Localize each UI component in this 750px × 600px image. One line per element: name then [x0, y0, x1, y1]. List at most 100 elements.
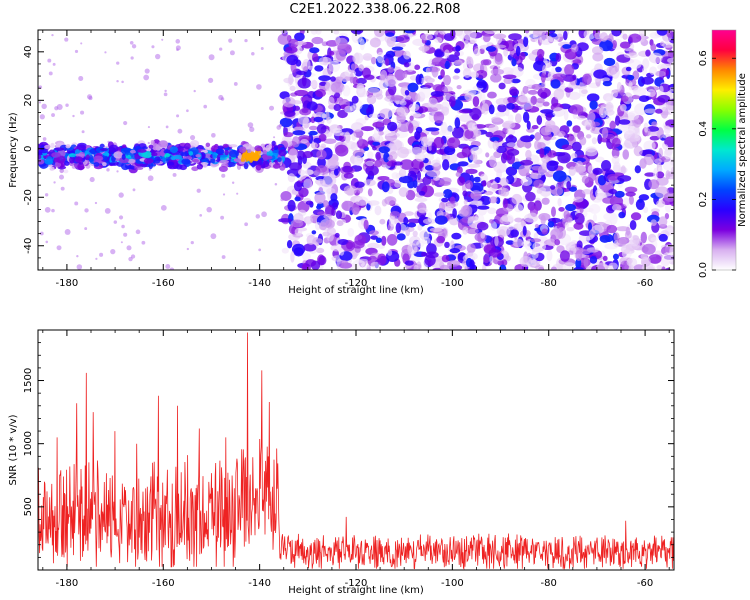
- spectrogram-cell: [229, 50, 235, 56]
- spectrogram-cell: [45, 240, 49, 244]
- spectrogram-cell: [72, 114, 75, 118]
- spectrogram-cell: [408, 103, 420, 112]
- spectrogram-cell: [273, 145, 279, 151]
- spectrogram-cell: [531, 165, 543, 171]
- spectrogram-cell: [286, 54, 299, 66]
- spectrogram-cell: [342, 85, 351, 97]
- spectrogram-cell: [129, 149, 137, 154]
- spectrogram-cell: [186, 247, 190, 251]
- spectrogram-cell: [566, 227, 575, 232]
- spectrogram-cell: [455, 171, 461, 177]
- spectrogram-cell: [403, 211, 414, 216]
- spectrogram-cell: [534, 223, 539, 229]
- spectrogram-cell: [586, 93, 600, 102]
- spectrogram-cell: [436, 235, 446, 244]
- spectrogram-cell: [403, 50, 411, 60]
- spectrogram-cell: [661, 252, 673, 265]
- spectrogram-cell: [373, 128, 380, 138]
- spectrogram-cell: [247, 148, 252, 154]
- spectrogram-cell: [619, 104, 627, 112]
- spectrogram-cell: [80, 42, 83, 45]
- spectrogram-cell: [378, 80, 389, 90]
- spectrogram-cell: [104, 51, 107, 54]
- spectrogram-cell: [147, 141, 150, 145]
- spectrogram-cell: [281, 247, 289, 254]
- spectrogram-cell: [127, 159, 136, 164]
- spectrogram-cell: [566, 180, 572, 190]
- spectrogram-cell: [356, 82, 365, 94]
- spectrogram-cell: [403, 30, 416, 34]
- spectrogram-cell: [656, 30, 668, 36]
- spectrogram-cell: [310, 142, 319, 149]
- spectrogram-cell: [473, 176, 482, 183]
- spectrogram-cell: [432, 84, 445, 92]
- spectrogram-cell: [329, 50, 335, 56]
- spectrogram-cell: [54, 161, 62, 168]
- spectrogram-cell: [254, 145, 262, 152]
- spectrogram-cell: [522, 85, 529, 94]
- spectrogram-cell: [414, 197, 428, 203]
- spectrogram-cell: [56, 155, 66, 164]
- spectrogram-cell: [489, 196, 498, 204]
- spectrogram-cell: [551, 263, 564, 270]
- spectrogram-cell: [625, 191, 636, 197]
- spectrogram-cell: [431, 56, 446, 67]
- spectrogram-cell: [186, 109, 189, 113]
- spectrogram-cell: [279, 117, 293, 128]
- spectrogram-cell: [581, 73, 592, 86]
- spectrogram-cell: [320, 143, 327, 149]
- spectrogram-cell: [65, 103, 69, 107]
- spectrogram-cell: [239, 146, 247, 153]
- spectrogram-cell: [59, 174, 65, 180]
- spectrogram-cell: [150, 163, 157, 167]
- spectrogram-cell: [412, 38, 425, 46]
- spectrogram-cell: [393, 179, 402, 188]
- spectrogram-cell: [643, 153, 655, 166]
- spectrogram-cell: [453, 59, 463, 66]
- spectrogram-cell: [488, 104, 495, 115]
- spectrogram-cell: [602, 197, 615, 204]
- spectrogram-cell: [390, 95, 404, 101]
- spectrogram-cell: [244, 222, 249, 227]
- spectrogram-cell: [265, 144, 271, 152]
- spectrogram-cell: [620, 244, 631, 255]
- spectrogram-cell: [293, 105, 301, 111]
- spectrogram-cell: [342, 165, 353, 173]
- colorbar-tick-label: 0.6: [698, 50, 709, 66]
- spectrogram-cell: [288, 162, 303, 171]
- spectrogram-cell: [441, 254, 450, 263]
- spectrogram-cell: [564, 222, 569, 228]
- spectrogram-cell: [294, 32, 305, 42]
- spectrogram-cell: [486, 180, 492, 188]
- spectrogram-cell: [143, 158, 154, 164]
- spectrogram-cell: [233, 82, 238, 86]
- spectrogram-cell: [638, 194, 650, 201]
- spectrogram-cell: [250, 160, 256, 168]
- spectrogram-cell: [360, 126, 374, 132]
- spectrogram-cell: [287, 173, 296, 183]
- spectrogram-x-axis: -180 -160 -140 -120 -100 -80 -60: [42, 30, 670, 289]
- spectrogram-cell: [313, 116, 324, 123]
- spectrogram-cell: [322, 56, 328, 66]
- spectrogram-cell: [407, 218, 422, 224]
- spectrogram-cell: [273, 136, 276, 139]
- spectrogram-cell: [442, 159, 450, 171]
- spectrogram-cell: [316, 211, 328, 216]
- spectrogram-cell: [305, 200, 314, 205]
- spectrogram-cell: [448, 96, 456, 108]
- colorbar-tick-label: 0.4: [698, 121, 709, 137]
- spectrogram-cell: [561, 144, 573, 150]
- spectrogram-cell: [291, 243, 306, 255]
- spectrogram-cell: [618, 211, 626, 219]
- spectrogram-cell: [297, 114, 309, 126]
- spectrogram-cell: [588, 229, 596, 238]
- spectrogram-cell: [534, 132, 542, 141]
- spectrogram-cell: [148, 144, 154, 149]
- spectrogram-cell: [69, 156, 75, 164]
- spectrogram-cell: [383, 152, 390, 163]
- spectrogram-cell: [488, 248, 502, 258]
- spectrogram-cell: [314, 192, 326, 204]
- spectrogram-cell: [505, 255, 511, 262]
- spectrogram-cell: [463, 40, 470, 49]
- spectrogram-cell: [601, 127, 609, 139]
